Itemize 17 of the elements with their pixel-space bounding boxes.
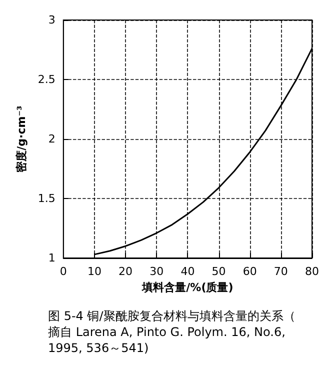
y-tick-label: 2.5 — [38, 73, 56, 86]
x-tick-label: 20 — [118, 265, 133, 278]
x-tick-label: 60 — [242, 265, 257, 278]
y-axis-title: 密度/g·cm⁻³ — [15, 105, 28, 172]
x-tick-label: 30 — [150, 265, 164, 278]
y-tick-label: 1 — [48, 252, 56, 264]
x-tick-label: 80 — [305, 265, 319, 278]
y-tick-label: 3 — [48, 14, 56, 26]
x-tick-label: 70 — [274, 265, 288, 278]
x-tick-label: 50 — [212, 265, 226, 278]
y-tick-label: 2 — [48, 132, 56, 146]
x-tick-label: 40 — [180, 265, 195, 278]
x-axis-title: 填料含量/%(质量) — [141, 280, 234, 294]
caption: 图 5-4 铜/聚酰胺复合材料与填料含量的关系（摘自 Larena A, Pinto G. Polym. 16, No.6, 1995, 536～541) — [48, 309, 296, 355]
x-tick-label: 0 — [60, 265, 67, 278]
x-tick-label: 10 — [87, 265, 102, 278]
y-tick-label: 1.5 — [38, 192, 56, 205]
